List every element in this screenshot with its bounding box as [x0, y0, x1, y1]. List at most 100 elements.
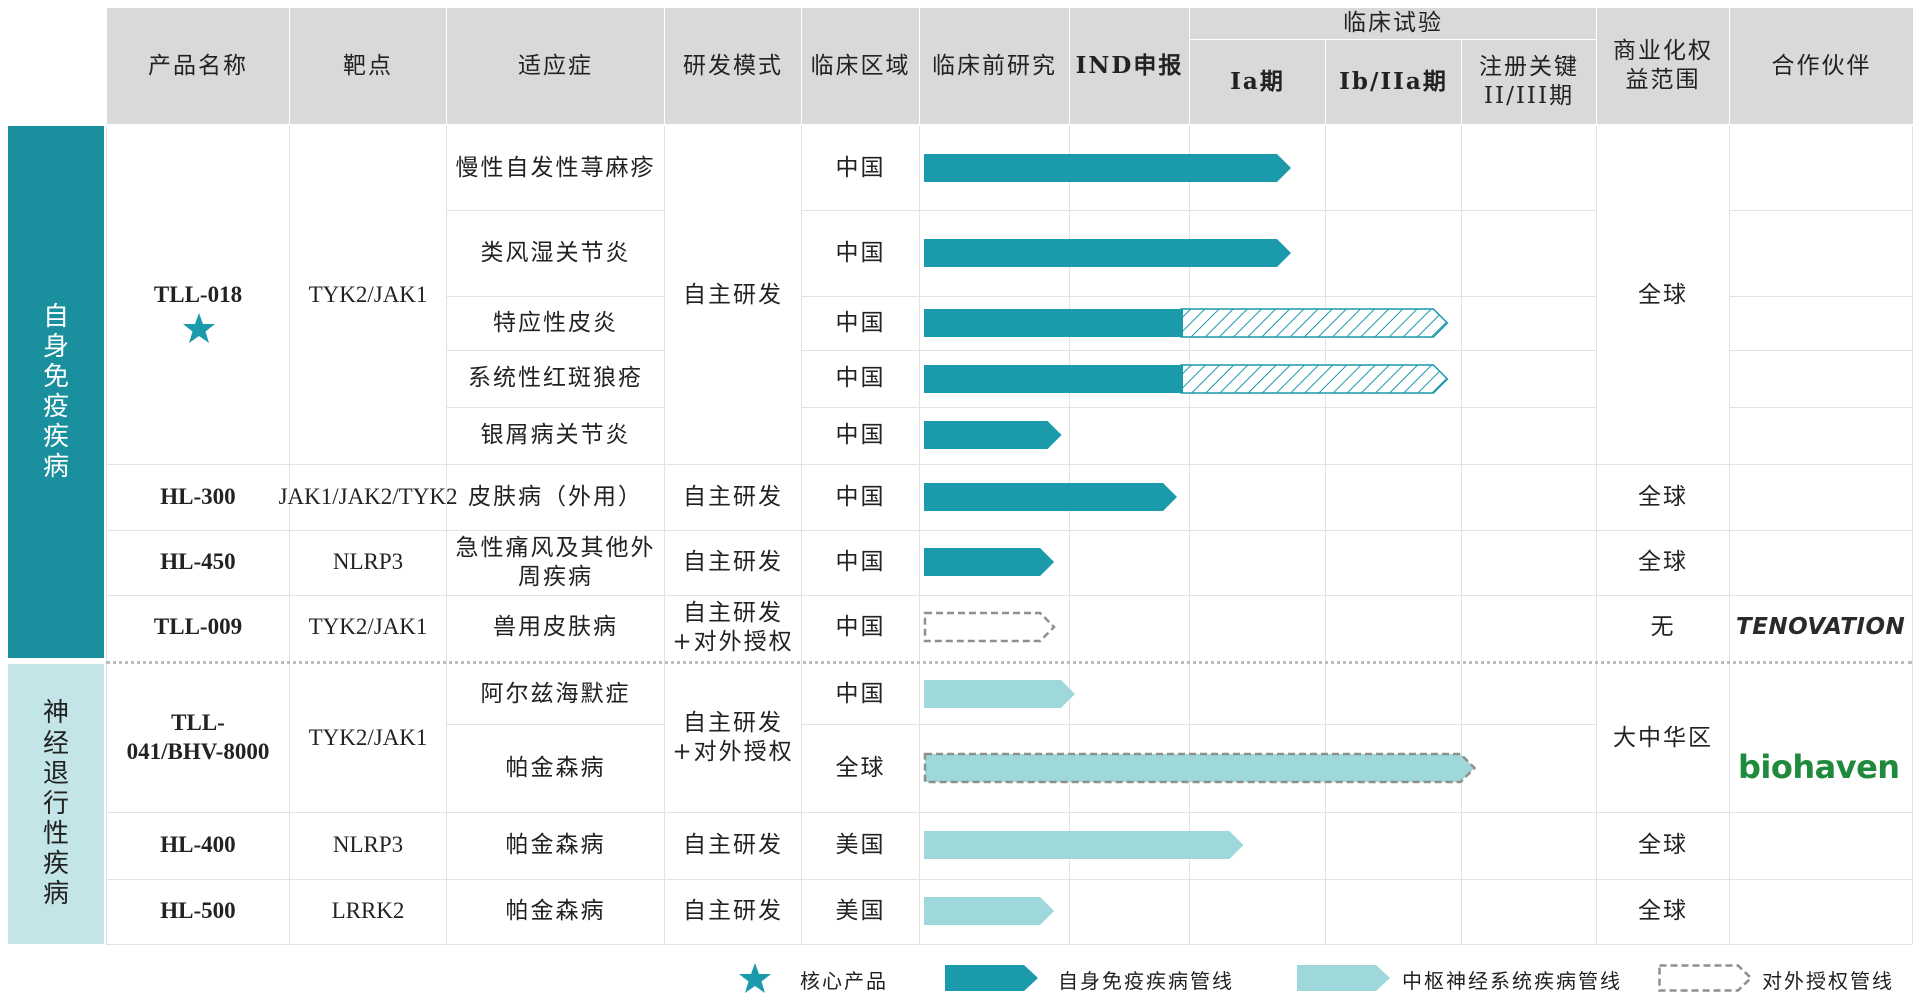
header-rights: 商业化权益范围 — [1597, 8, 1729, 124]
region-row-3: 中国 — [835, 309, 886, 336]
pipeline-bar-row-11 — [924, 831, 1244, 859]
core-product-star-icon — [183, 313, 215, 343]
category-neuro: 神经退行性疾病 — [8, 664, 104, 944]
legend-star-icon — [739, 963, 771, 993]
grid-horizontal-line — [106, 530, 1912, 531]
rights-hl-300: 全球 — [1638, 483, 1688, 510]
indication-row-2: 类风湿关节炎 — [480, 239, 631, 266]
legend-core-label: 核心产品 — [800, 969, 888, 993]
header-registrational: 注册关键II/III期 — [1462, 40, 1596, 124]
header-region: 临床区域 — [802, 8, 919, 124]
rights-hl-500: 全球 — [1638, 898, 1688, 925]
grid-vertical-line — [1325, 126, 1326, 944]
pipeline-bar-row-4-planned — [1180, 364, 1449, 394]
category-separator — [106, 661, 1912, 664]
target-tll-009: TYK2/JAK1 — [308, 614, 428, 640]
grid-horizontal-line — [801, 350, 1596, 351]
indication-row-8: 兽用皮肤病 — [493, 614, 618, 641]
region-row-4: 中国 — [835, 365, 886, 392]
region-row-7: 中国 — [835, 549, 886, 576]
target-hl-300: JAK1/JAK2/TYK2 — [278, 483, 458, 509]
mode-tll-041: 自主研发+对外授权 — [672, 710, 794, 765]
indication-row-1: 慢性自发性荨麻疹 — [455, 154, 656, 181]
tenovation-logo: TENOVATION — [1736, 614, 1906, 640]
pipeline-bar-row-7 — [924, 548, 1055, 576]
indication-row-4: 系统性红斑狼疮 — [468, 365, 643, 392]
header-indication: 适应症 — [447, 8, 664, 124]
indication-row-12: 帕金森病 — [505, 898, 606, 925]
grid-horizontal-line — [801, 407, 1596, 408]
grid-vertical-line — [289, 126, 290, 944]
target-hl-400: NLRP3 — [332, 832, 404, 858]
target-hl-450: NLRP3 — [332, 549, 404, 575]
pipeline-bar-row-6 — [924, 483, 1177, 511]
grid-horizontal-line — [106, 464, 1912, 465]
grid-horizontal-line — [801, 296, 1596, 297]
legend-outlicensed-swatch — [1658, 964, 1753, 992]
product-tll-009: TLL-009 — [153, 614, 243, 640]
indication-row-6: 皮肤病（外用） — [468, 483, 643, 510]
grid-horizontal-line — [106, 944, 1912, 945]
product-hl-300: HL-300 — [160, 483, 236, 509]
region-row-1: 中国 — [835, 154, 886, 181]
pipeline-bar-row-1 — [924, 154, 1291, 182]
pipeline-bar-row-3-planned — [1180, 308, 1449, 338]
rights-hl-400: 全球 — [1638, 832, 1688, 859]
mode-tll-009: 自主研发+对外授权 — [672, 599, 794, 655]
target-tll-041: TYK2/JAK1 — [308, 724, 428, 750]
header-clinical-trials: 临床试验 — [1190, 8, 1596, 39]
rights-hl-450: 全球 — [1638, 549, 1688, 576]
grid-horizontal-line — [801, 724, 1596, 725]
pipeline-bar-row-5 — [924, 421, 1062, 449]
biohaven-logo: biohaven — [1738, 748, 1900, 786]
pipeline-bar-row-9 — [924, 680, 1075, 708]
mode-hl-300: 自主研发 — [683, 483, 783, 510]
header-mode: 研发模式 — [665, 8, 801, 124]
region-row-11: 美国 — [835, 832, 886, 859]
rights-tll-018: 全球 — [1638, 281, 1688, 308]
grid-vertical-line — [1461, 126, 1462, 944]
grid-horizontal-line — [1729, 407, 1912, 408]
header-target: 靶点 — [290, 8, 446, 124]
legend-outlicensed-label: 对外授权管线 — [1762, 969, 1894, 993]
region-row-6: 中国 — [835, 483, 886, 510]
grid-horizontal-line — [1729, 296, 1912, 297]
product-hl-400: HL-400 — [160, 832, 236, 858]
grid-horizontal-line — [446, 407, 664, 408]
mode-hl-450: 自主研发 — [683, 549, 783, 576]
grid-horizontal-line — [446, 210, 664, 211]
header-phase-1b-2a: Ib/IIa期 — [1326, 40, 1461, 124]
header-phase-1a: Ia期 — [1190, 40, 1325, 124]
grid-horizontal-line — [446, 296, 664, 297]
region-row-5: 中国 — [835, 422, 886, 449]
mode-hl-400: 自主研发 — [683, 832, 783, 859]
product-hl-450: HL-450 — [160, 549, 236, 575]
grid-vertical-line — [801, 126, 802, 944]
grid-vertical-line — [664, 126, 665, 944]
region-row-9: 中国 — [835, 680, 886, 707]
pipeline-bar-row-3 — [924, 309, 1183, 337]
mode-tll-018: 自主研发 — [683, 281, 783, 308]
grid-vertical-line — [1069, 126, 1070, 944]
grid-horizontal-line — [801, 210, 1596, 211]
product-tll-041: TLL-041/BHV-8000 — [126, 710, 270, 764]
indication-row-9: 阿尔兹海默症 — [480, 680, 631, 707]
region-row-8: 中国 — [835, 614, 886, 641]
pipeline-bar-row-12 — [924, 897, 1055, 925]
grid-vertical-line — [446, 126, 447, 944]
header-preclinical: 临床前研究 — [920, 8, 1069, 124]
legend-autoimmune-label: 自身免疫疾病管线 — [1058, 969, 1234, 993]
header-partner: 合作伙伴 — [1730, 8, 1913, 124]
indication-row-7: 急性痛风及其他外周疾病 — [455, 534, 656, 590]
pipeline-bar-row-4 — [924, 365, 1183, 393]
header-divider — [1190, 39, 1596, 40]
category-autoimmune: 自身免疫疾病 — [8, 126, 104, 658]
grid-horizontal-line — [106, 812, 1912, 813]
grid-vertical-line — [1729, 126, 1730, 944]
indication-row-5: 银屑病关节炎 — [480, 422, 631, 449]
mode-hl-500: 自主研发 — [683, 898, 783, 925]
grid-vertical-line — [919, 126, 920, 944]
grid-horizontal-line — [106, 595, 1912, 596]
target-tll-018: TYK2/JAK1 — [308, 281, 428, 307]
